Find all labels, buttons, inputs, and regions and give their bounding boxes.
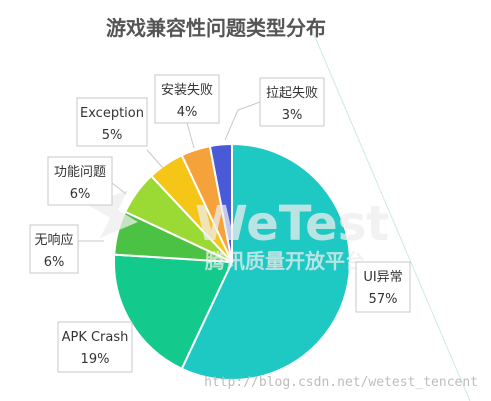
slice-label: Exception — [80, 106, 144, 121]
watermark-url: http://blog.csdn.net/wetest_tencent — [204, 375, 478, 390]
slice-label: UI异常 — [363, 270, 402, 285]
callout-box — [76, 97, 148, 147]
slice-value-label: 6% — [44, 255, 65, 270]
leader-lines — [78, 101, 261, 242]
chart-title: 游戏兼容性问题类型分布 — [106, 16, 326, 40]
leader-line — [146, 149, 164, 169]
callout-box — [57, 321, 133, 373]
callout-box — [47, 156, 113, 206]
callout-box — [355, 261, 411, 313]
slice-value-label: 57% — [369, 292, 398, 307]
slice-value-label: 4% — [177, 105, 198, 120]
slice-callout: UI异常 57% — [355, 261, 411, 313]
pie-slice — [208, 142, 233, 263]
slice-callout: Exception 5% — [76, 97, 148, 147]
slice-label: APK Crash — [62, 330, 129, 345]
callouts: UI异常 57% APK Crash 19% 无响应 6% 功能问题 6% Exception 5… — [29, 74, 411, 373]
slice-value-label: 3% — [282, 108, 303, 123]
pie-slice — [180, 142, 351, 381]
slice-callout: 功能问题 6% — [47, 156, 113, 206]
pie-slices — [113, 142, 351, 381]
leader-line — [111, 182, 127, 195]
callout-box — [29, 224, 79, 274]
callout-box — [259, 77, 325, 127]
slice-value-label: 19% — [81, 352, 110, 367]
slice-callout: 拉起失败 3% — [259, 77, 325, 127]
background-diagonal-line — [311, 29, 471, 401]
callout-box — [154, 74, 220, 124]
slice-value-label: 5% — [102, 128, 123, 143]
leader-line — [224, 101, 261, 141]
watermark-brand: WeTest — [195, 196, 389, 252]
slice-callout: 无响应 6% — [29, 224, 79, 274]
slice-label: 无响应 — [34, 232, 73, 248]
slice-label: 功能问题 — [54, 165, 106, 180]
watermark-tagline: 腾讯质量开放平台 — [205, 249, 365, 273]
slice-callout: APK Crash 19% — [57, 321, 133, 373]
slice-label: 拉起失败 — [266, 86, 318, 101]
slice-value-label: 6% — [70, 187, 91, 202]
slice-callout: 安装失败 4% — [154, 74, 220, 124]
slice-label: 安装失败 — [161, 83, 213, 98]
leader-line — [186, 122, 195, 149]
